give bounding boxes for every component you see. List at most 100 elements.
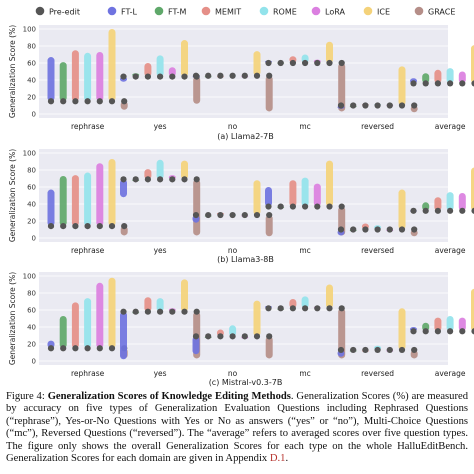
pre-edit-dot-rephrase bbox=[96, 98, 103, 105]
chart-panels: 0 20 40 60 80 100 Generalization Score (%) reph… bbox=[8, 25, 474, 387]
bar-grace-yes bbox=[193, 76, 201, 104]
bar-ice-rephrase bbox=[108, 158, 116, 227]
pre-edit-dot-mc bbox=[314, 305, 321, 312]
bar-lora-rephrase bbox=[96, 282, 104, 349]
bar-rome-yes bbox=[156, 159, 164, 180]
pre-edit-dot-rephrase bbox=[60, 223, 67, 230]
pre-edit-dot-average bbox=[471, 80, 474, 87]
y-tick-label: 20 bbox=[27, 94, 36, 102]
pre-edit-dot-rephrase bbox=[72, 345, 79, 352]
y-tick-label: 40 bbox=[27, 201, 36, 209]
panel-subtitle: (c) Mistral-v0.3-7B bbox=[209, 378, 283, 387]
x-tick-label-rephrase: rephrase bbox=[71, 369, 105, 378]
pre-edit-dot-mc bbox=[265, 203, 272, 210]
pre-edit-dot-no bbox=[266, 211, 273, 219]
appendix-link[interactable]: D.1 bbox=[269, 453, 286, 465]
pre-edit-dot-yes bbox=[157, 73, 164, 80]
pre-edit-dot-mc bbox=[302, 203, 309, 210]
pre-edit-dot-yes bbox=[144, 176, 151, 183]
y-tick-label: 80 bbox=[27, 43, 36, 51]
bar-ft-m-rephrase bbox=[59, 315, 67, 349]
pre-edit-dot-reversed bbox=[337, 102, 345, 109]
pre-edit-dot-yes bbox=[132, 308, 139, 315]
pre-edit-dot-mc bbox=[314, 203, 321, 210]
pre-edit-dot-no bbox=[192, 72, 200, 79]
pre-edit-dot-no bbox=[266, 333, 273, 340]
bar-ice-no bbox=[253, 300, 261, 337]
pre-edit-dot-yes bbox=[157, 176, 164, 183]
bar-lora-average bbox=[458, 317, 466, 332]
legend-label-lora: LoRA bbox=[325, 8, 345, 17]
pre-edit-dot-no bbox=[205, 211, 212, 219]
y-tick-label: 100 bbox=[23, 26, 36, 34]
pre-edit-dot-rephrase bbox=[96, 223, 103, 230]
bar-ft-l-yes bbox=[120, 311, 127, 360]
bar-ft-l-rephrase bbox=[47, 57, 55, 102]
bar-ice-mc bbox=[326, 160, 333, 207]
pre-edit-dot-reversed bbox=[350, 346, 357, 354]
x-tick-label-average: average bbox=[435, 369, 466, 378]
pre-edit-dot-rephrase bbox=[47, 345, 55, 352]
pre-edit-dot-mc bbox=[289, 305, 296, 312]
pre-edit-dot-mc bbox=[289, 203, 296, 210]
x-tick-label-mc: mc bbox=[299, 122, 310, 131]
bar-grace-mc bbox=[338, 308, 346, 359]
bar-ft-m-rephrase bbox=[59, 175, 67, 227]
pre-edit-dot-no bbox=[253, 333, 261, 340]
pre-edit-dot-reversed bbox=[350, 102, 357, 109]
pre-edit-dot-yes bbox=[169, 308, 176, 315]
pre-edit-dot-no bbox=[205, 72, 212, 79]
pre-edit-dot-mc bbox=[277, 305, 284, 312]
pre-edit-dot-reversed bbox=[386, 346, 393, 354]
pre-edit-dot-no bbox=[241, 211, 248, 219]
pre-edit-dot-reversed bbox=[362, 226, 369, 233]
pre-edit-dot-average bbox=[410, 207, 417, 214]
pre-edit-dot-yes bbox=[157, 308, 164, 315]
pre-edit-dot-reversed bbox=[374, 226, 381, 233]
pre-edit-dot-reversed bbox=[411, 346, 418, 354]
x-tick-label-no: no bbox=[228, 369, 238, 378]
bar-ice-reversed bbox=[398, 308, 406, 350]
panel-subtitle: (a) Llama2-7B bbox=[217, 132, 274, 141]
bar-rome-yes bbox=[156, 55, 164, 77]
pre-edit-dot-reversed bbox=[398, 346, 406, 354]
pre-edit-dot-yes bbox=[169, 176, 176, 183]
pre-edit-dot-average bbox=[459, 328, 466, 335]
pre-edit-dot-mc bbox=[302, 305, 309, 312]
x-tick-label-average: average bbox=[435, 122, 466, 131]
pre-edit-dot-reversed bbox=[386, 102, 393, 109]
pre-edit-dot-average bbox=[410, 80, 417, 87]
bar-ft-l-rephrase bbox=[47, 189, 55, 227]
chart-panel-1: 0 20 40 60 80 100 Generalization Score (%) reph… bbox=[8, 25, 474, 141]
pre-edit-dot-no bbox=[229, 72, 236, 79]
pre-edit-dot-reversed bbox=[337, 346, 345, 354]
pre-edit-dot-average bbox=[459, 207, 466, 214]
bar-rome-rephrase bbox=[84, 298, 92, 349]
pre-edit-dot-no bbox=[217, 333, 224, 340]
y-axis-label: Generalization Score (%) bbox=[8, 25, 17, 118]
pre-edit-dot-yes bbox=[144, 73, 151, 80]
y-tick-label: 60 bbox=[27, 60, 36, 68]
y-tick-label: 20 bbox=[27, 218, 36, 226]
caption-end: . bbox=[285, 453, 289, 465]
bar-grace-no bbox=[265, 336, 273, 359]
pre-edit-dot-reversed bbox=[362, 346, 369, 354]
pre-edit-dot-yes bbox=[132, 73, 139, 80]
pre-edit-dot-reversed bbox=[374, 102, 381, 109]
bar-ft-l-yes bbox=[120, 179, 127, 198]
legend-label-ft-l: FT-L bbox=[121, 8, 138, 17]
pre-edit-dot-no bbox=[205, 333, 212, 340]
bar-ice-no bbox=[253, 180, 261, 216]
pre-edit-dot-no bbox=[192, 211, 200, 219]
pre-edit-dot-reversed bbox=[362, 102, 369, 109]
bar-ice-reversed bbox=[398, 189, 406, 230]
bar-memit-yes bbox=[144, 63, 152, 77]
pre-edit-dot-no bbox=[253, 72, 261, 79]
bar-grace-no bbox=[265, 215, 273, 237]
pre-edit-dot-yes bbox=[193, 176, 200, 183]
pre-edit-dot-rephrase bbox=[84, 345, 91, 352]
pre-edit-dot-reversed bbox=[350, 226, 357, 233]
bar-ice-average bbox=[471, 167, 474, 211]
pre-edit-dot-average bbox=[422, 328, 429, 335]
y-tick-label: 80 bbox=[27, 167, 36, 175]
